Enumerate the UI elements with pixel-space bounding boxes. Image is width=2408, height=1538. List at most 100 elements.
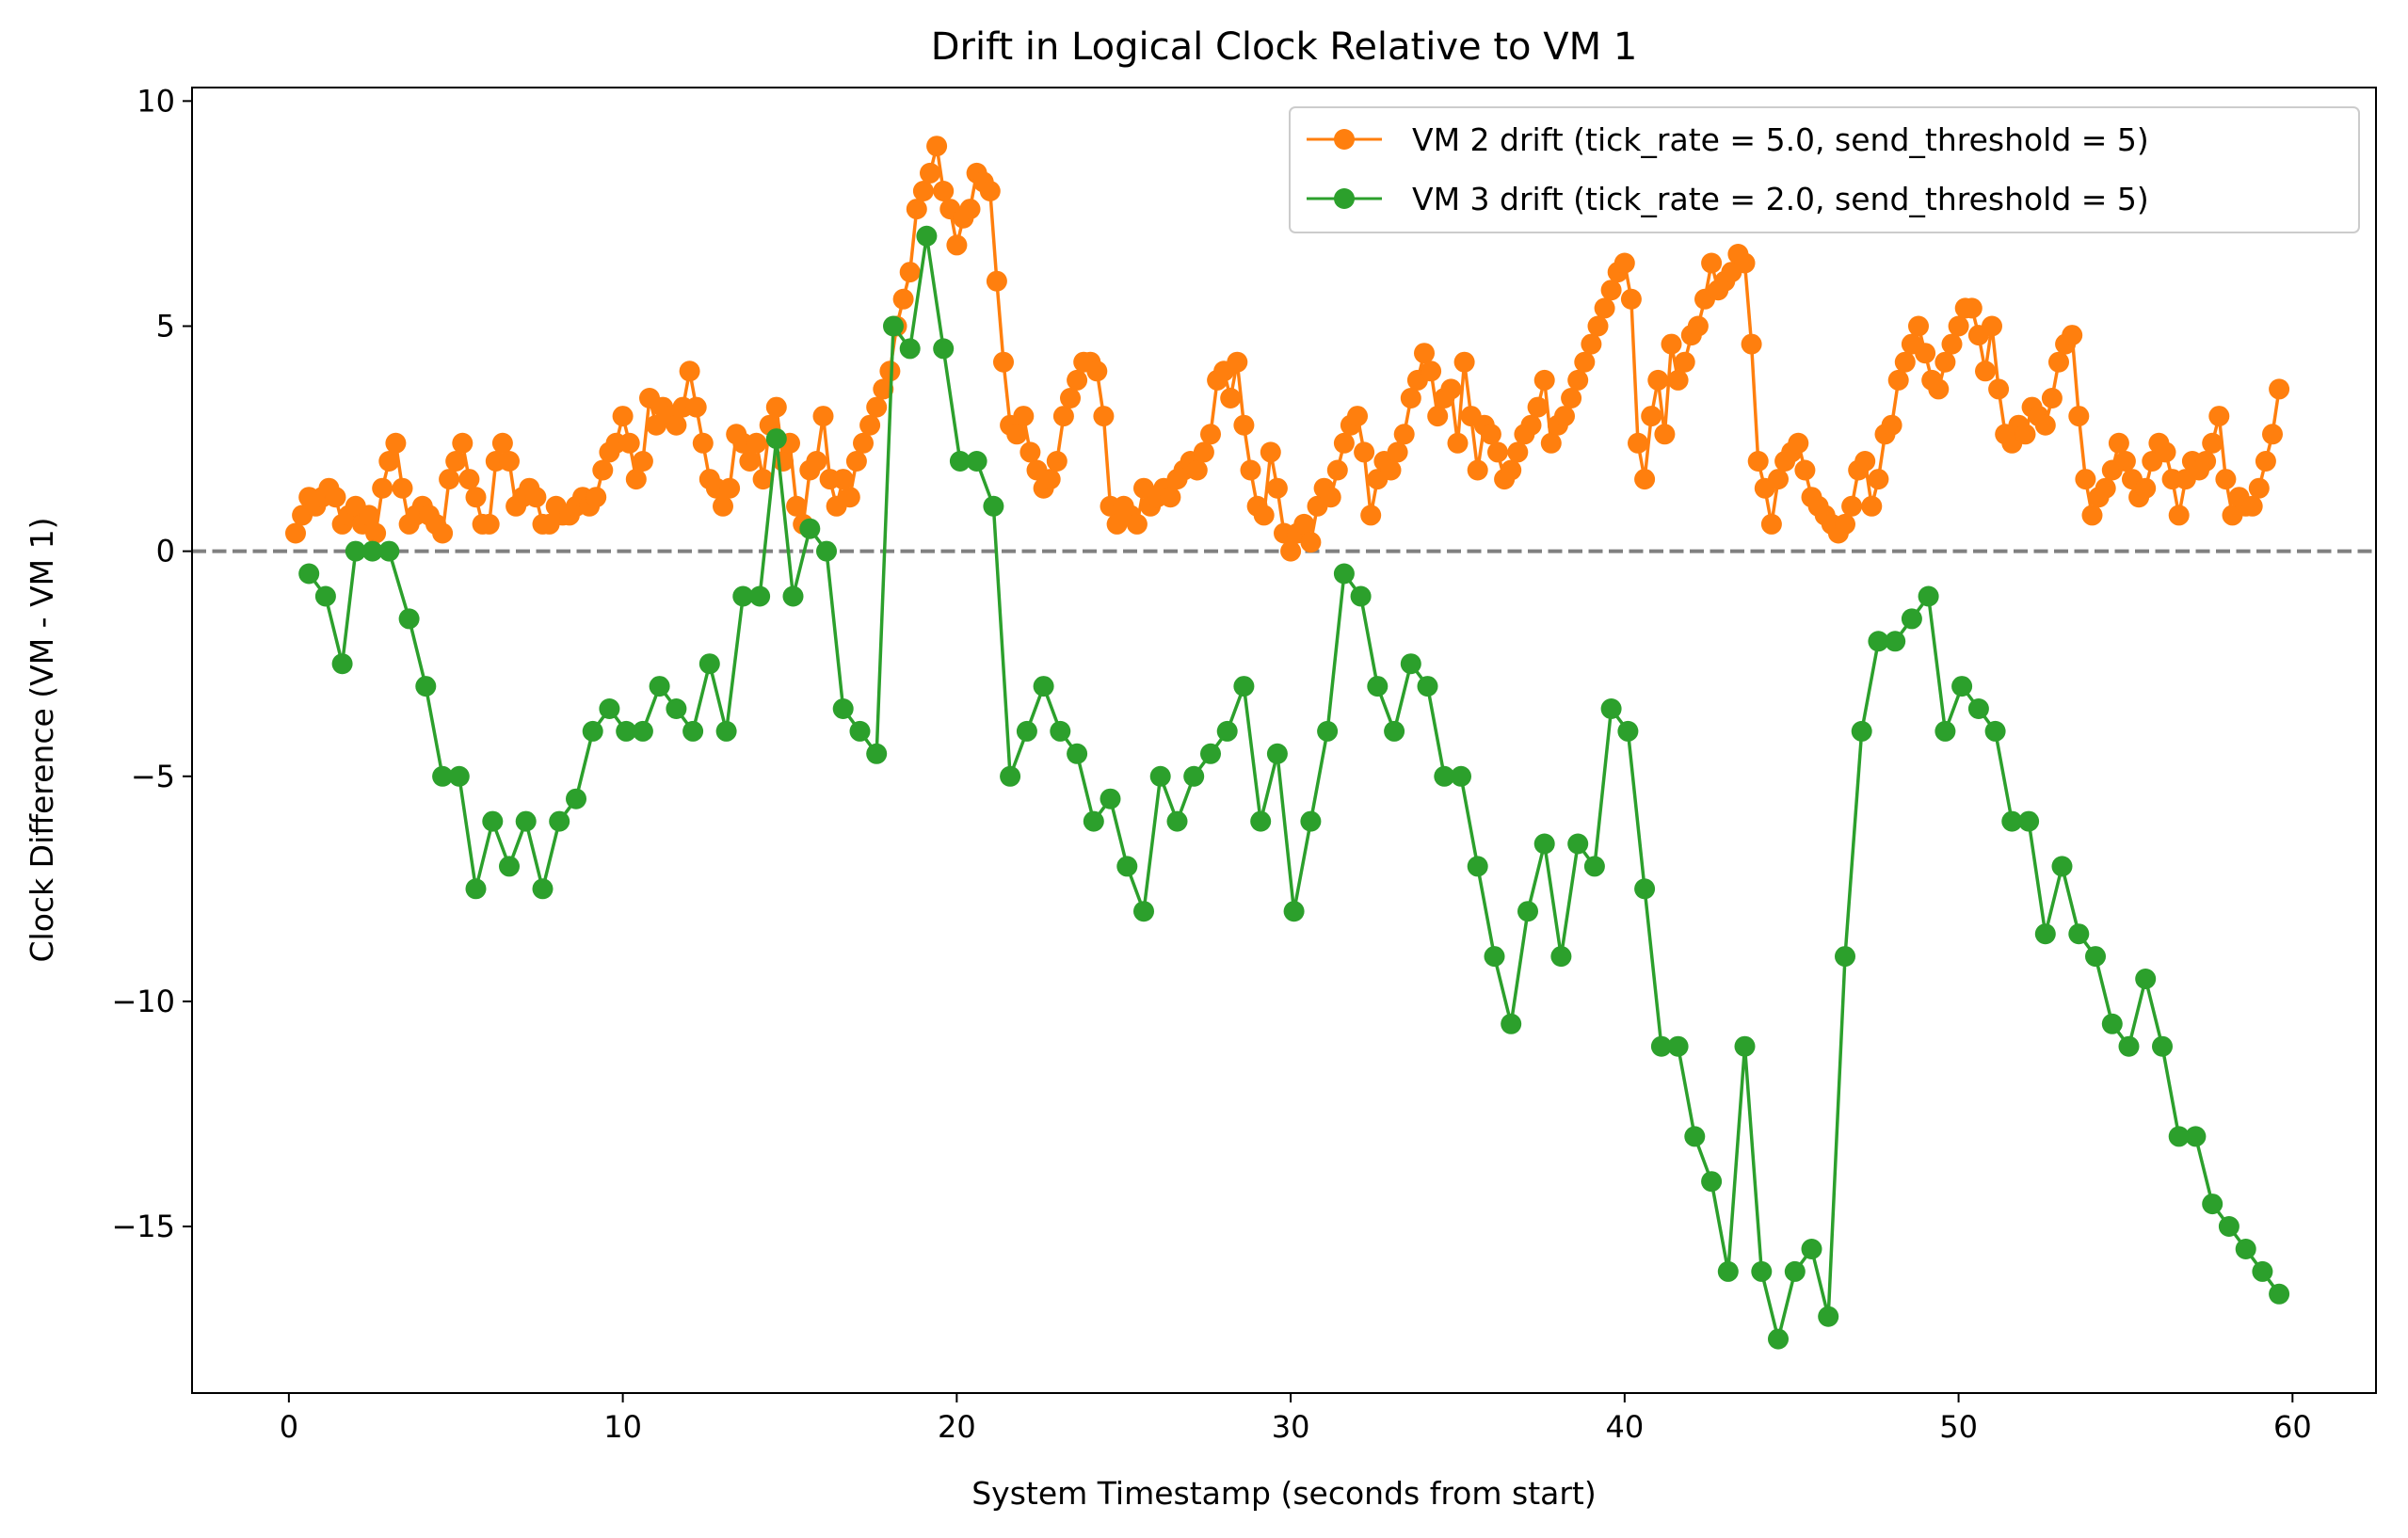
data-point bbox=[666, 414, 687, 436]
data-point bbox=[719, 477, 741, 499]
data-point bbox=[966, 451, 987, 472]
data-point bbox=[2062, 325, 2083, 346]
data-point bbox=[806, 451, 827, 472]
data-point bbox=[1384, 720, 1405, 742]
data-point bbox=[1467, 856, 1488, 877]
data-point bbox=[1220, 388, 1242, 409]
data-point bbox=[1067, 369, 1088, 391]
data-point bbox=[445, 451, 467, 472]
data-point bbox=[1501, 459, 1522, 481]
data-point bbox=[2018, 810, 2040, 832]
data-point bbox=[599, 698, 620, 719]
data-point bbox=[452, 432, 474, 454]
data-point bbox=[1414, 343, 1435, 364]
data-point bbox=[986, 270, 1007, 292]
data-point bbox=[432, 522, 454, 544]
data-point bbox=[378, 540, 400, 562]
data-point bbox=[1561, 388, 1582, 409]
data-point bbox=[2075, 469, 2096, 490]
data-point bbox=[1133, 901, 1154, 922]
data-point bbox=[1149, 765, 1171, 787]
data-point bbox=[1126, 513, 1148, 535]
data-point bbox=[1901, 608, 1922, 630]
data-point bbox=[499, 856, 520, 877]
data-point bbox=[1160, 487, 1181, 508]
x-tick-label: 60 bbox=[2273, 1409, 2312, 1445]
data-point bbox=[586, 487, 607, 508]
data-point bbox=[1984, 720, 2006, 742]
data-point bbox=[2269, 1283, 2290, 1305]
data-point bbox=[1788, 432, 1809, 454]
data-point bbox=[1250, 810, 1272, 832]
data-point bbox=[926, 136, 948, 157]
data-point bbox=[1654, 424, 1676, 445]
data-point bbox=[1734, 252, 1756, 274]
data-point bbox=[2118, 1035, 2140, 1057]
data-point bbox=[859, 414, 881, 436]
data-point bbox=[933, 338, 955, 360]
data-point bbox=[361, 540, 383, 562]
y-tick-label: −5 bbox=[131, 759, 175, 794]
data-point bbox=[1835, 946, 1855, 968]
data-point bbox=[2262, 424, 2283, 445]
data-point bbox=[1567, 369, 1589, 391]
data-point bbox=[1233, 676, 1255, 697]
data-point bbox=[682, 720, 704, 742]
data-point bbox=[482, 810, 504, 832]
data-point bbox=[1650, 1035, 1672, 1057]
data-point bbox=[1701, 1171, 1723, 1193]
data-point bbox=[2152, 1035, 2173, 1057]
y-tick-label: 5 bbox=[156, 308, 175, 344]
data-point bbox=[1948, 315, 1969, 337]
data-point bbox=[1674, 351, 1695, 373]
data-point bbox=[1360, 505, 1382, 526]
data-point bbox=[2101, 1013, 2123, 1034]
data-point bbox=[685, 396, 707, 418]
data-point bbox=[1951, 676, 1973, 697]
data-point bbox=[2051, 856, 2073, 877]
data-point bbox=[1016, 720, 1037, 742]
data-point bbox=[1260, 441, 1281, 463]
data-point bbox=[1587, 315, 1609, 337]
data-point bbox=[1841, 495, 1863, 517]
data-point bbox=[525, 487, 547, 508]
data-point bbox=[993, 351, 1014, 373]
data-point bbox=[1347, 406, 1368, 427]
data-point bbox=[515, 810, 537, 832]
data-point bbox=[1861, 495, 1883, 517]
data-point bbox=[649, 676, 670, 697]
data-point bbox=[1613, 252, 1635, 274]
data-point bbox=[1233, 414, 1255, 436]
y-tick-label: −15 bbox=[111, 1209, 175, 1244]
data-point bbox=[1928, 378, 1950, 400]
data-point bbox=[592, 459, 614, 481]
data-point bbox=[1634, 878, 1656, 900]
data-point bbox=[782, 585, 804, 607]
data-point bbox=[715, 720, 737, 742]
data-point bbox=[618, 432, 640, 454]
data-point bbox=[1320, 487, 1341, 508]
data-point bbox=[959, 199, 981, 220]
data-point bbox=[1060, 388, 1081, 409]
data-point bbox=[2195, 451, 2217, 472]
data-point bbox=[439, 469, 460, 490]
data-point bbox=[739, 451, 761, 472]
x-tick-label: 40 bbox=[1605, 1409, 1644, 1445]
data-point bbox=[1885, 631, 1906, 652]
plot-frame bbox=[191, 87, 2377, 1394]
x-axis-label: System Timestamp (seconds from start) bbox=[971, 1475, 1597, 1512]
data-point bbox=[632, 720, 653, 742]
data-point bbox=[1915, 343, 1936, 364]
data-point bbox=[398, 608, 420, 630]
data-point bbox=[1283, 901, 1305, 922]
data-point bbox=[746, 432, 767, 454]
data-point bbox=[465, 878, 487, 900]
x-axis: 0 10 20 30 40 50 60 bbox=[280, 1393, 2312, 1445]
data-point bbox=[752, 469, 774, 490]
data-point bbox=[1166, 810, 1188, 832]
data-point bbox=[853, 432, 874, 454]
data-point bbox=[1434, 765, 1455, 787]
data-point bbox=[314, 585, 336, 607]
data-point bbox=[1794, 459, 1816, 481]
data-point bbox=[385, 432, 407, 454]
